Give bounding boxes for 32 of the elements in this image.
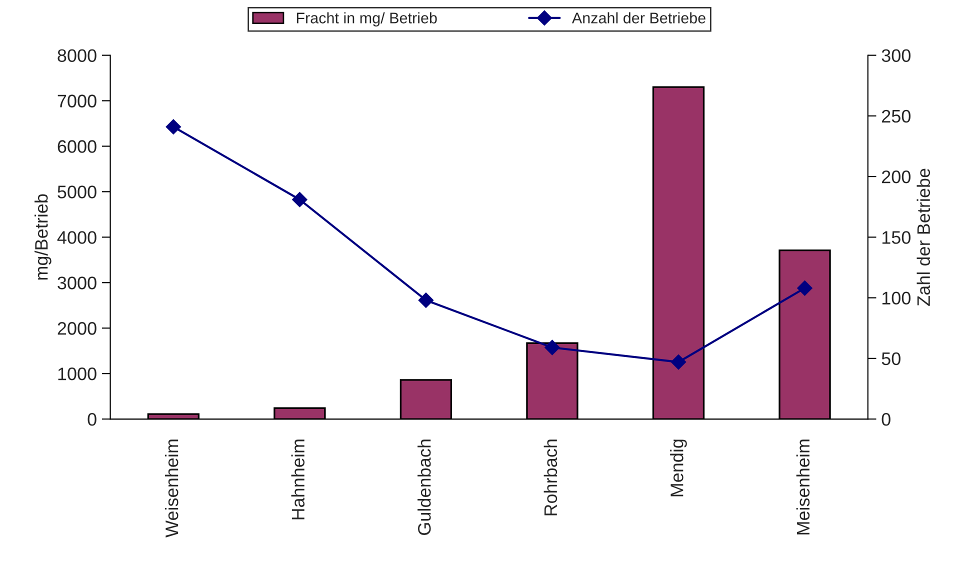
x-tick-label: Meisenheim <box>796 440 810 534</box>
y-tick-label: 1000 <box>58 368 96 380</box>
x-tick-label: Rohrbach <box>544 440 558 516</box>
y-tick-label: 8000 <box>58 49 96 62</box>
point <box>418 292 434 308</box>
y2-tick-label: 150 <box>882 231 911 244</box>
legend-label: Anzahl der Betriebe <box>572 12 706 24</box>
x-tick-label: Hahnheim <box>291 440 305 520</box>
y-tick-label: 7000 <box>58 94 96 108</box>
y2-tick-label: 200 <box>882 170 911 184</box>
y-tick-label: 5000 <box>58 186 96 198</box>
y-tick-label: 6000 <box>58 140 96 153</box>
point <box>292 192 308 208</box>
y-tick-label: 3000 <box>58 276 96 290</box>
y2-tick-label: 0 <box>882 412 890 426</box>
point <box>544 340 560 356</box>
y-tick-label: 2000 <box>58 322 96 335</box>
point <box>797 280 812 296</box>
y-tick-label: 0 <box>88 412 96 426</box>
y2-tick-label: 50 <box>882 352 900 366</box>
y-tick-label: 4000 <box>57 231 96 244</box>
y2-tick-label: 250 <box>882 110 911 123</box>
y2-tick-label: 300 <box>882 49 911 62</box>
x-tick-label: Weisenheim <box>165 440 178 538</box>
y2-tick-label: 100 <box>882 292 911 305</box>
x-tick-label: Mendig <box>670 440 687 496</box>
y-axis-title: mg/Betrieb <box>34 194 52 280</box>
point <box>670 354 686 370</box>
y2-axis-title: Zahl der Betriebe <box>916 168 930 306</box>
x-tick-label: Guldenbach <box>418 440 431 535</box>
point <box>166 119 181 134</box>
legend-label: Fracht in mg/ Betrieb <box>296 12 437 26</box>
